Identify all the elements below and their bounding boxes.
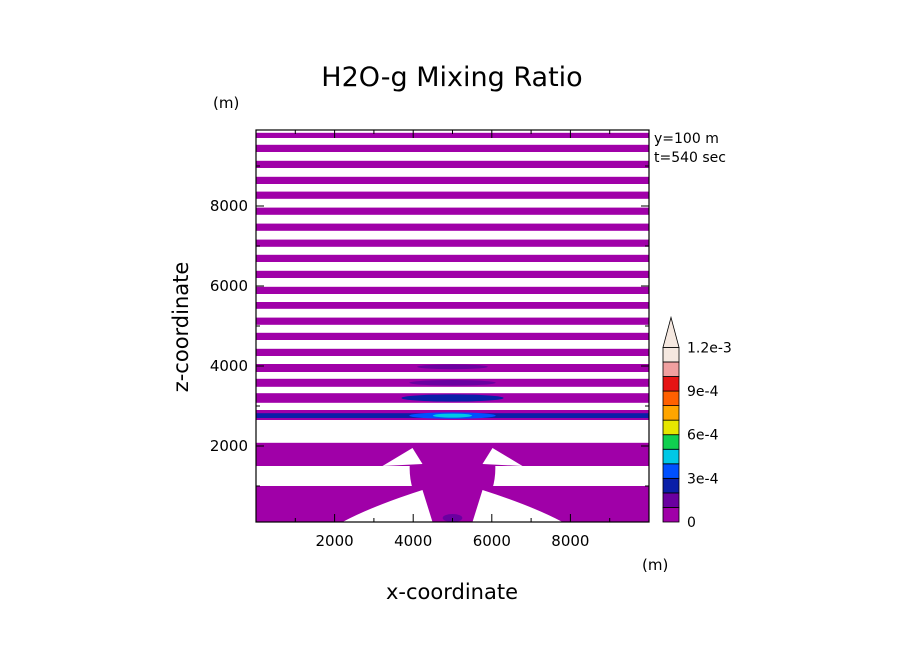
contour-band-2 <box>256 160 649 168</box>
feature-layer <box>256 364 649 522</box>
contour-feature-5 <box>432 413 473 418</box>
colorbar-swatch <box>662 507 680 523</box>
contour-band-10 <box>256 286 649 294</box>
contour-band-6 <box>256 223 649 231</box>
x-tick-label: 4000 <box>394 532 432 550</box>
contour-band-3 <box>256 176 649 184</box>
y-axis-label: z-coordinate <box>169 262 193 393</box>
contour-feature-1 <box>409 380 496 386</box>
colorbar-swatch <box>662 390 680 406</box>
plume-gap-0 <box>342 490 433 522</box>
colorbar-label: 3e-4 <box>687 471 719 487</box>
contour-band-1 <box>256 144 649 152</box>
x-tick-label: 6000 <box>473 532 511 550</box>
y-tick-label: 6000 <box>210 277 248 295</box>
colorbar-swatch <box>662 376 680 392</box>
x-tick-label: 2000 <box>316 532 354 550</box>
y-tick-label: 8000 <box>210 197 248 215</box>
contour-band-0 <box>256 132 649 138</box>
central-plume <box>409 446 496 516</box>
colorbar-extend-arrow <box>662 315 680 348</box>
colorbar-swatch <box>662 463 680 479</box>
colorbar-label: 9e-4 <box>687 384 719 400</box>
contour-band-4 <box>256 191 649 199</box>
contour-band-11 <box>256 302 649 309</box>
colorbar-swatch <box>662 448 680 465</box>
colorbar-label: 1.2e-3 <box>687 340 732 356</box>
colorbar-swatch <box>662 492 680 508</box>
contour-band-12 <box>256 317 649 325</box>
colorbar-swatch <box>662 477 680 494</box>
contour-feature-0 <box>417 364 488 370</box>
colorbar-swatch <box>662 434 680 450</box>
colorbar-label: 6e-4 <box>687 428 719 444</box>
contour-band-5 <box>256 207 649 215</box>
annotation-line-2: t=540 sec <box>654 150 726 166</box>
axes: 2000 4000 6000 8000 2000 4000 6000 8000 <box>210 129 650 550</box>
contour-band-7 <box>256 239 649 247</box>
plume-gap-1 <box>472 490 563 522</box>
x-axis-label: x-coordinate <box>386 580 518 604</box>
contour-band-9 <box>256 270 649 278</box>
colorbar-swatch <box>662 346 680 363</box>
y-unit-label: (m) <box>213 94 239 112</box>
colorbar-swatch <box>662 361 680 377</box>
colorbar-swatch <box>662 419 680 436</box>
y-tick-label: 2000 <box>210 437 248 455</box>
contour-feature-2 <box>401 394 504 402</box>
colorbar-swatch <box>662 405 680 421</box>
colorbar-label: 0 <box>687 515 696 531</box>
chart-title: H2O-g Mixing Ratio <box>321 62 582 93</box>
x-unit-label: (m) <box>642 556 668 574</box>
colorbar: 0 3e-4 6e-4 9e-4 1.2e-3 <box>662 315 732 531</box>
annotation-line-1: y=100 m <box>654 131 719 147</box>
contour-band-8 <box>256 254 649 262</box>
plume-notch-1 <box>482 448 523 466</box>
y-tick-label: 4000 <box>210 357 248 375</box>
plume-notch-0 <box>382 448 423 466</box>
contour-band-14 <box>256 348 649 356</box>
contour-band-13 <box>256 332 649 340</box>
x-tick-label: 8000 <box>551 532 589 550</box>
